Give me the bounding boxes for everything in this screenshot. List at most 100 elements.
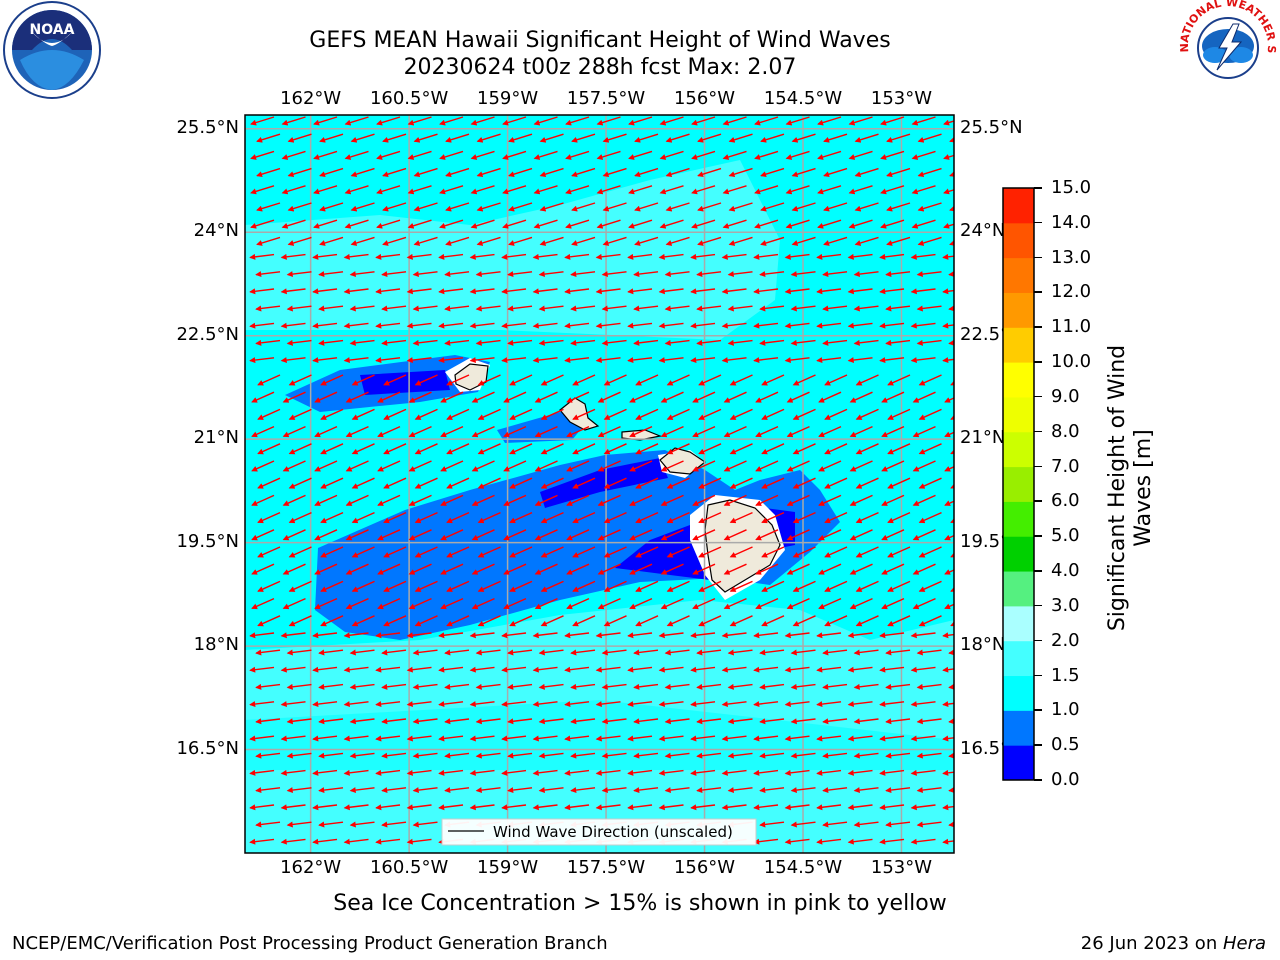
wind-wave-arrow: [477, 443, 501, 455]
wind-wave-arrow: [690, 632, 716, 639]
wind-wave-arrow: [659, 150, 684, 160]
wind-wave-arrow: [627, 288, 653, 295]
wind-wave-arrow: [440, 494, 464, 506]
wind-wave-arrow: [690, 666, 716, 673]
wind-wave-arrow: [503, 494, 527, 506]
colorbar-tick-label: 14.0: [1051, 211, 1092, 233]
wind-wave-arrow: [823, 236, 848, 246]
wind-wave-arrow: [408, 391, 432, 403]
wind-wave-arrow: [910, 838, 936, 845]
colorbar-tick-label: 5.0: [1051, 525, 1080, 547]
wind-wave-arrow: [881, 425, 905, 438]
wind-wave-arrow: [853, 787, 879, 794]
wind-wave-arrow: [879, 769, 905, 776]
colorbar-cell: [1003, 222, 1034, 259]
wind-wave-arrow: [690, 322, 716, 329]
wind-wave-arrow: [280, 838, 306, 845]
wind-wave-arrow: [659, 116, 684, 126]
wind-wave-arrow: [627, 804, 653, 811]
wind-wave-arrow: [349, 718, 375, 725]
wind-wave-arrow: [538, 683, 564, 690]
wind-wave-arrow: [280, 253, 306, 260]
wind-wave-arrow: [351, 443, 375, 455]
wind-wave-arrow: [692, 425, 716, 438]
wind-wave-arrow: [444, 305, 470, 312]
wind-wave-arrow: [597, 391, 621, 403]
wind-wave-arrow: [564, 769, 590, 776]
wind-wave-arrow: [572, 408, 596, 420]
wind-wave-arrow: [475, 649, 501, 656]
wind-wave-arrow: [539, 236, 564, 246]
wind-wave-arrow: [540, 374, 564, 386]
colorbar-cell: [1003, 327, 1034, 363]
wind-wave-arrow: [595, 701, 621, 708]
wind-wave-arrow: [761, 546, 785, 558]
colorbar-tick-mark: [1034, 535, 1042, 537]
wind-wave-arrow: [666, 408, 690, 420]
wind-wave-arrow: [471, 391, 495, 403]
wind-wave-arrow: [475, 339, 501, 346]
wind-wave-arrow: [881, 529, 905, 541]
wind-wave-arrow: [412, 787, 438, 794]
wind-wave-arrow: [566, 425, 590, 438]
wind-wave-arrow: [948, 787, 954, 794]
wind-wave-arrow: [249, 666, 275, 673]
wind-wave-arrow: [753, 769, 779, 776]
lat-label-left: 24°N: [193, 220, 239, 242]
wind-wave-arrow: [754, 185, 779, 195]
wind-wave-arrow: [286, 271, 312, 278]
colorbar-cell: [1003, 257, 1034, 293]
wind-wave-arrow: [658, 322, 684, 329]
wind-wave-arrow: [381, 271, 407, 278]
wind-wave-arrow: [881, 597, 905, 610]
wind-wave-arrow: [629, 494, 653, 506]
wind-wave-arrow: [406, 357, 432, 364]
colorbar-tick-mark: [1034, 465, 1042, 468]
wind-wave-arrow: [314, 460, 338, 472]
noaa-logo-text: NOAA: [30, 22, 75, 38]
wind-wave-arrow: [886, 167, 911, 178]
wind-wave-arrow: [381, 821, 407, 828]
wind-wave-arrow: [255, 821, 281, 828]
wind-wave-arrow: [944, 534, 954, 541]
wind-wave-arrow: [603, 408, 627, 420]
lon-label-bottom: 160.5°W: [369, 857, 449, 878]
wind-wave-arrow: [281, 185, 306, 195]
wind-wave-arrow: [282, 563, 306, 575]
wind-wave-arrow: [318, 271, 344, 278]
wind-wave-arrow: [312, 632, 338, 639]
lat-label-right: 21°N: [960, 427, 1006, 449]
wind-wave-arrow: [507, 787, 533, 794]
colorbar-tick-label: 11.0: [1051, 316, 1092, 338]
wind-wave-arrow: [446, 477, 470, 489]
lat-label-left: 21°N: [193, 427, 239, 449]
wind-wave-arrow: [564, 632, 590, 639]
wind-wave-arrow: [570, 683, 596, 690]
wind-wave-arrow: [381, 305, 407, 312]
wind-wave-arrow: [539, 202, 564, 212]
colorbar-tick-label: 12.0: [1051, 281, 1092, 303]
wind-wave-arrow: [375, 666, 401, 673]
wind-wave-arrow: [381, 752, 407, 759]
wind-wave-arrow: [791, 133, 816, 143]
wind-wave-arrow: [440, 529, 464, 541]
wind-wave-arrow: [502, 150, 527, 160]
wind-wave-arrow: [754, 150, 779, 160]
wind-wave-arrow: [601, 718, 627, 725]
colorbar-cell: [1003, 396, 1034, 433]
wind-wave-arrow: [597, 460, 621, 472]
wind-wave-arrow: [918, 511, 942, 524]
map-title-line1: GEFS MEAN Hawaii Significant Height of W…: [309, 28, 891, 53]
wind-wave-arrow: [251, 391, 275, 403]
wind-wave-arrow: [603, 615, 627, 627]
wind-wave-arrow: [723, 597, 747, 610]
colorbar-cell: [1003, 466, 1034, 502]
wind-wave-arrow: [381, 787, 407, 794]
wind-wave-arrow: [319, 202, 344, 212]
wind-wave-arrow: [910, 804, 936, 811]
wind-wave-arrow: [249, 357, 275, 364]
wave-region-calm-molokai: [540, 458, 668, 508]
wind-wave-arrow: [658, 253, 684, 260]
wind-wave-arrow: [281, 219, 306, 229]
wind-wave-arrow: [879, 701, 905, 708]
